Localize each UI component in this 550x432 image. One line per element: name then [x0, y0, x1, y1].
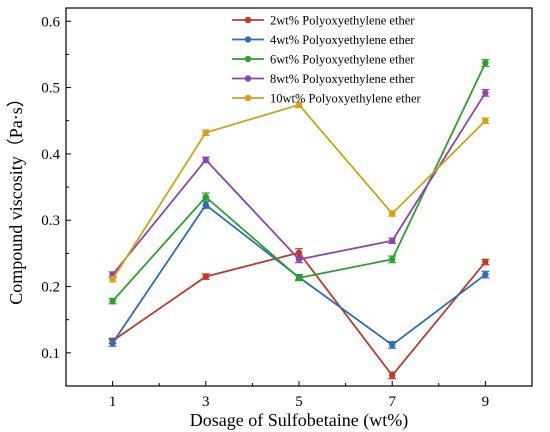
- x-axis-title: Dosage of Sulfobetaine (wt%): [190, 410, 408, 431]
- x-tick-label: 5: [295, 394, 303, 410]
- series-3: [108, 59, 490, 305]
- legend-marker: [244, 36, 252, 43]
- y-axis: 0.1 0.2 0.3 0.4 0.5 0.6: [41, 14, 71, 387]
- data-point: [202, 273, 209, 280]
- data-point: [482, 89, 489, 97]
- y-tick-label: 0.2: [41, 280, 60, 296]
- x-tick-label: 7: [388, 394, 396, 410]
- legend-item: 6wt% Polyoxyethylene ether: [232, 53, 415, 67]
- series-5: [108, 101, 490, 283]
- legend-marker: [244, 75, 252, 82]
- legend-label: 6wt% Polyoxyethylene ether: [270, 53, 415, 67]
- data-point: [202, 201, 209, 209]
- data-point: [295, 274, 303, 282]
- legend-item: 2wt% Polyoxyethylene ether: [232, 14, 415, 28]
- data-point: [109, 297, 116, 305]
- y-tick-label: 0.5: [41, 81, 60, 97]
- x-tick-label: 3: [202, 394, 210, 410]
- data-point: [109, 339, 116, 347]
- data-point: [389, 256, 396, 263]
- data-point: [482, 117, 489, 124]
- legend-label: 2wt% Polyoxyethylene ether: [270, 14, 415, 28]
- x-tick-label: 1: [109, 394, 117, 410]
- data-point: [295, 249, 303, 256]
- data-point: [202, 129, 209, 136]
- series-layer: [108, 59, 490, 380]
- series-line: [112, 251, 487, 377]
- data-point: [482, 271, 489, 278]
- series-4: [108, 88, 490, 278]
- legend-item: 4wt% Polyoxyethylene ether: [232, 33, 415, 47]
- data-point: [202, 193, 209, 201]
- data-point: [295, 101, 303, 109]
- x-axis: 1 3 5 7 9: [109, 381, 489, 410]
- legend-item: 10wt% Polyoxyethylene ether: [232, 92, 421, 106]
- legend-marker: [244, 16, 252, 24]
- series-line: [111, 92, 487, 276]
- data-point: [389, 210, 396, 217]
- legend-label: 4wt% Polyoxyethylene ether: [270, 33, 415, 47]
- y-tick-label: 0.3: [41, 213, 60, 229]
- data-point: [295, 256, 303, 263]
- y-tick-label: 0.1: [41, 346, 60, 362]
- y-axis-title: Compound viscosity（Pa·s）: [6, 89, 26, 305]
- y-tick-label: 0.4: [41, 147, 60, 163]
- legend-marker: [244, 94, 252, 102]
- legend: 2wt% Polyoxyethylene ether 4wt% Polyoxyet…: [232, 14, 421, 106]
- legend-item: 8wt% Polyoxyethylene ether: [232, 72, 415, 86]
- legend-marker: [244, 55, 252, 63]
- data-point: [389, 372, 396, 379]
- data-point: [389, 341, 396, 349]
- x-tick-label: 9: [482, 394, 490, 410]
- data-point: [202, 156, 209, 164]
- data-point: [389, 237, 396, 244]
- legend-label: 10wt% Polyoxyethylene ether: [270, 92, 421, 106]
- data-point: [482, 59, 489, 67]
- data-point: [482, 258, 489, 266]
- data-point: [109, 276, 116, 283]
- legend-label: 8wt% Polyoxyethylene ether: [270, 72, 415, 86]
- y-tick-label: 0.6: [41, 14, 60, 30]
